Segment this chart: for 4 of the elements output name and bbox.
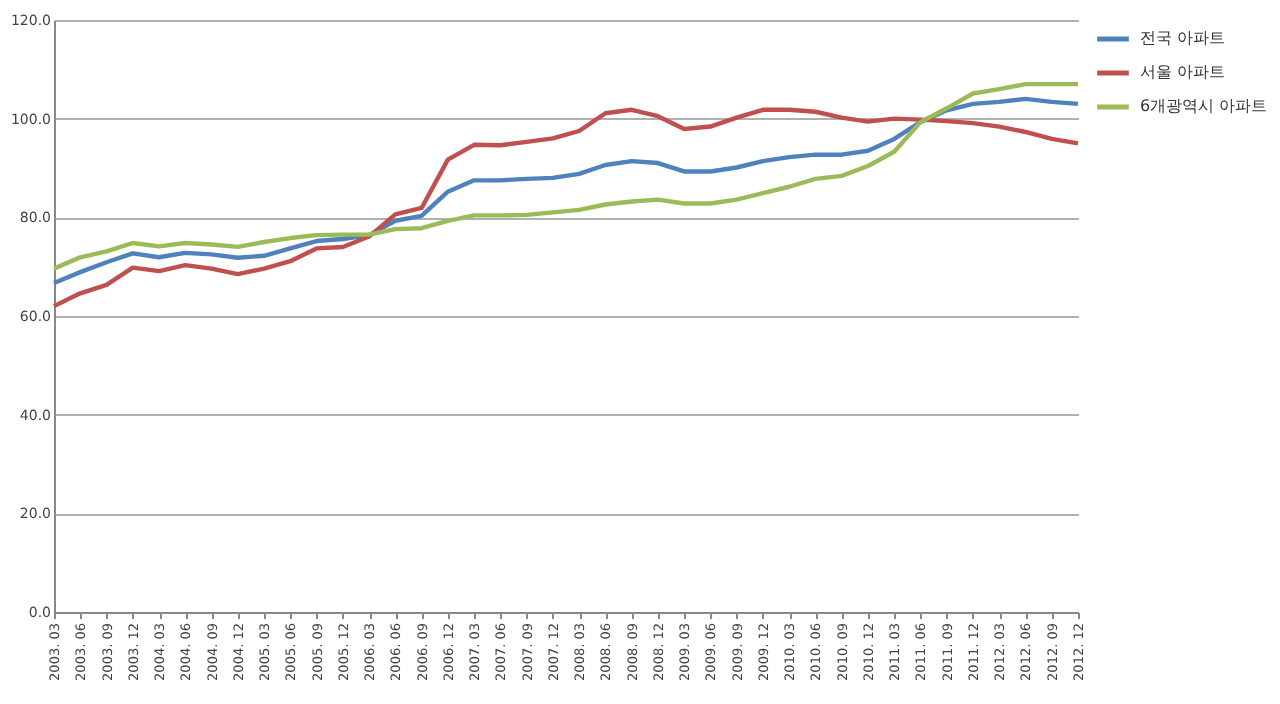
legend-label: 전국 아파트: [1140, 29, 1226, 47]
legend-label: 서울 아파트: [1140, 63, 1226, 81]
legend-label: 6개광역시 아파트: [1140, 97, 1268, 115]
line-series: [51, 107, 1081, 309]
